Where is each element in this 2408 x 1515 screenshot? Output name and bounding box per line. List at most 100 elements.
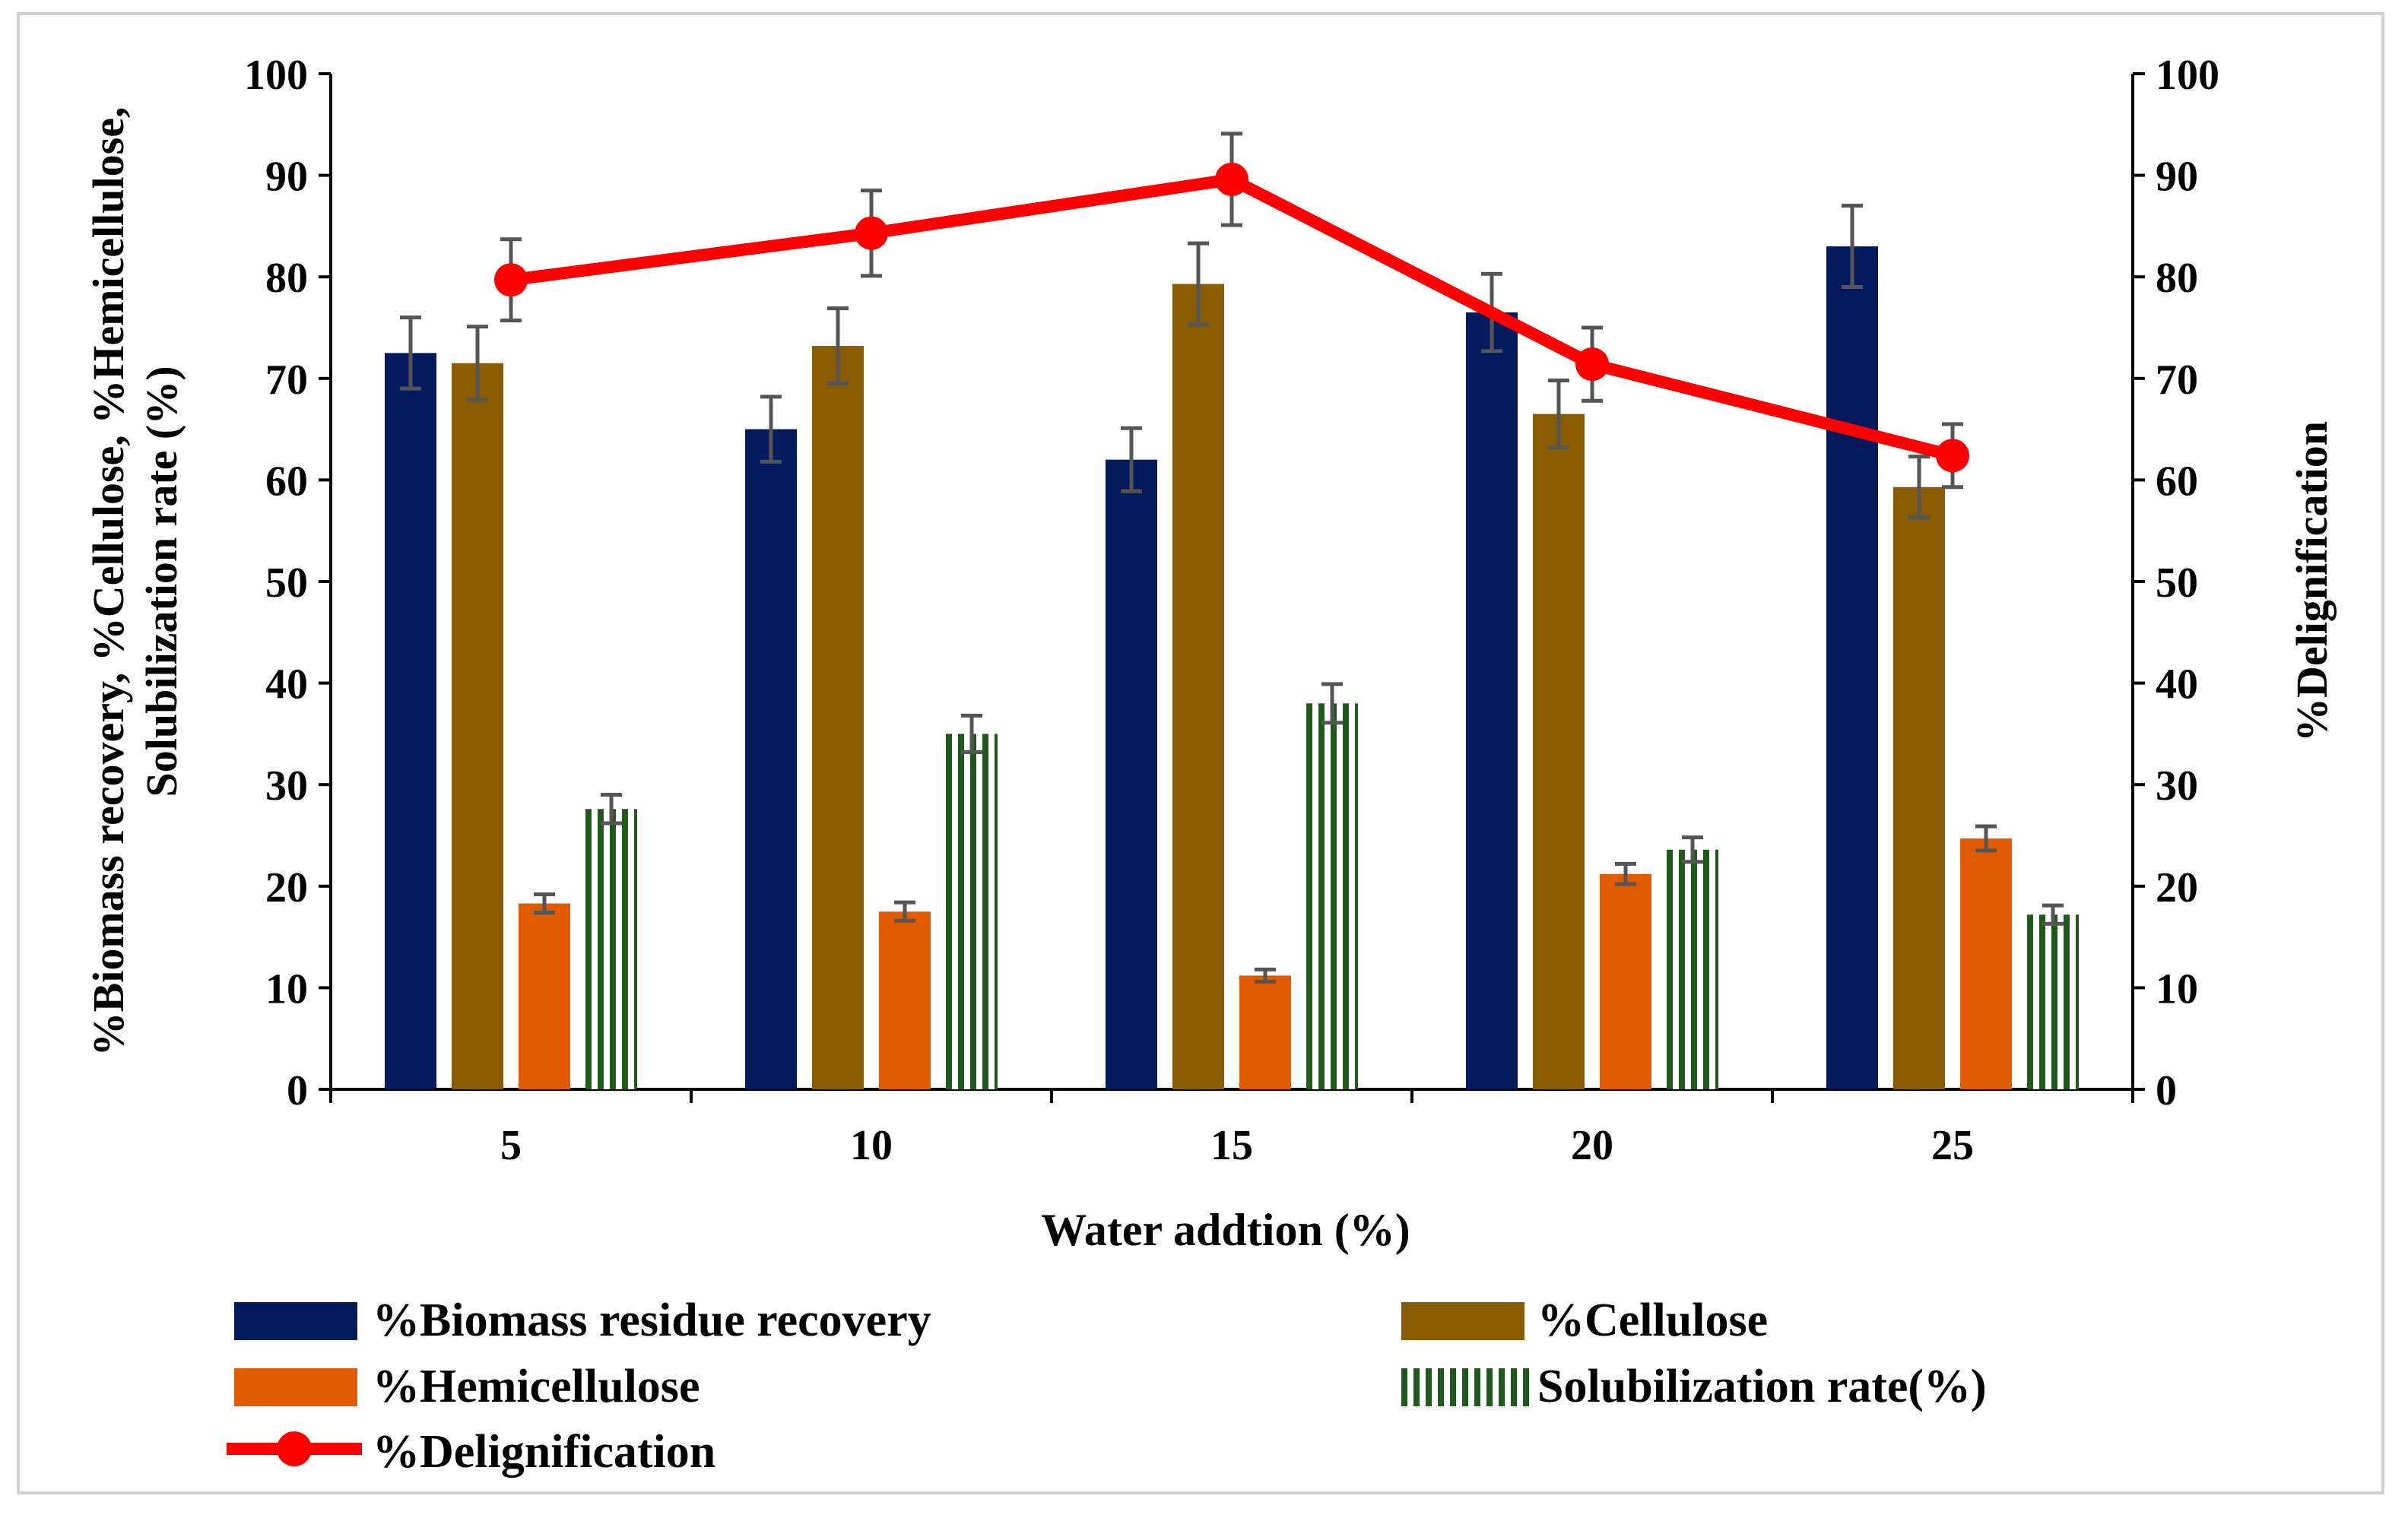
error-bars	[400, 204, 2064, 984]
y-tick-label-right: 20	[2156, 864, 2198, 911]
bar-stripe	[1679, 849, 1685, 1089]
error-bar	[1842, 204, 1863, 290]
bar-biomass-residue-recovery	[745, 429, 797, 1089]
bar-biomass-residue-recovery	[1826, 246, 1878, 1089]
bar-stripe	[970, 734, 976, 1089]
bar-hemicellulose	[1239, 975, 1291, 1089]
error-bar	[1975, 824, 1997, 853]
y-tick-label-left: 20	[265, 864, 308, 911]
bar-stripe	[585, 809, 592, 1089]
y-ticks-left: 0 10 20 30 40 50 60 70 80 90 100	[244, 52, 331, 1114]
legend-stripe	[1462, 1368, 1468, 1406]
bar-stripe	[995, 734, 998, 1089]
error-bar	[2042, 903, 2064, 926]
bars	[385, 246, 2079, 1090]
bar-cellulose	[1893, 487, 1945, 1089]
bar-stripe	[1306, 703, 1312, 1089]
bar-solubilization-rate	[1306, 703, 1358, 1089]
x-tick-label: 15	[1210, 1122, 1253, 1169]
error-bar	[760, 395, 782, 464]
y-axis-left-title-line1: %Biomass recovery, %Cellulose, %Hemicell…	[84, 107, 133, 1057]
y-tick-label-left: 90	[265, 154, 308, 201]
x-ticks: 5 10 15 20 25	[329, 1089, 2134, 1169]
error-bar	[894, 900, 915, 923]
error-bar	[1682, 835, 1703, 864]
bar-stripe	[1343, 703, 1349, 1089]
bar-stripe	[1715, 849, 1718, 1089]
error-bar	[1188, 241, 1209, 327]
x-tick-label: 20	[1571, 1122, 1613, 1169]
legend-stripe	[1413, 1368, 1420, 1406]
bar-cellulose	[452, 363, 503, 1089]
bar-stripe	[634, 809, 637, 1089]
legend-stripe	[1401, 1368, 1407, 1406]
bar-stripe	[2064, 914, 2070, 1089]
bar-solubilization-rate	[1667, 849, 1718, 1089]
error-bar	[467, 325, 488, 402]
legend-stripe	[1523, 1368, 1529, 1406]
y-tick-label-left: 80	[265, 255, 308, 302]
y-tick-label-left: 60	[265, 458, 308, 505]
legend-stripe	[1438, 1368, 1444, 1406]
x-tick-label: 25	[1931, 1122, 1974, 1169]
legend-label-hemicellulose: %Hemicellulose	[373, 1361, 700, 1412]
bar-stripe	[1667, 849, 1673, 1089]
legend-swatch-hemicellulose	[234, 1368, 357, 1406]
error-bar	[601, 793, 622, 826]
legend-stripe	[1499, 1368, 1505, 1406]
legend-label-solubilization: Solubilization rate(%)	[1537, 1361, 1987, 1412]
error-bar	[1615, 861, 1636, 886]
legend-stripe	[1486, 1368, 1493, 1406]
x-tick-label: 5	[500, 1122, 522, 1169]
bar-stripe	[610, 809, 616, 1089]
legend: %Biomass residue recovery %Cellulose %He…	[227, 1295, 1987, 1478]
legend-label-delignification: %Delignification	[373, 1426, 715, 1478]
bar-stripe	[2039, 914, 2045, 1089]
line-marker	[494, 263, 528, 297]
bar-stripe	[2027, 914, 2033, 1089]
bar-stripe	[2051, 914, 2057, 1089]
bar-stripe	[1703, 849, 1709, 1089]
error-bar	[1548, 378, 1569, 450]
y-tick-label-left: 50	[265, 559, 308, 607]
bar-solubilization-rate	[2027, 914, 2079, 1089]
error-bar	[1908, 455, 1930, 520]
y-tick-label-right: 40	[2156, 661, 2198, 708]
error-bar	[1321, 682, 1343, 725]
line-marker	[1575, 347, 1609, 382]
legend-label-cellulose: %Cellulose	[1537, 1295, 1768, 1346]
legend-stripe	[1450, 1368, 1456, 1406]
x-tick-label: 10	[850, 1122, 893, 1169]
y-axis-left-title-line2: Solubilization rate (%)	[137, 366, 186, 797]
y-tick-label-right: 10	[2156, 965, 2198, 1013]
line-marker	[855, 216, 888, 250]
legend-swatch-cellulose	[1401, 1302, 1524, 1340]
y-tick-label-right: 50	[2156, 559, 2198, 607]
error-bar	[534, 892, 555, 915]
y-tick-label-right: 30	[2156, 762, 2198, 810]
y-tick-label-left: 40	[265, 661, 308, 708]
error-bar	[961, 713, 982, 754]
bar-stripe	[1318, 703, 1325, 1089]
legend-swatch-biomass	[234, 1302, 357, 1340]
legend-label-biomass: %Biomass residue recovery	[373, 1295, 931, 1346]
error-bar	[1121, 426, 1142, 493]
legend-stripe	[1474, 1368, 1480, 1406]
bar-hemicellulose	[1600, 873, 1651, 1089]
bar-stripe	[1331, 703, 1337, 1089]
y-tick-label-right: 90	[2156, 154, 2198, 201]
bar-stripe	[2076, 914, 2079, 1089]
legend-swatch-delignification-marker	[277, 1431, 312, 1466]
bar-stripe	[982, 734, 988, 1089]
bar-stripe	[946, 734, 952, 1089]
error-bar	[827, 306, 849, 385]
bar-biomass-residue-recovery	[1106, 459, 1157, 1089]
y-tick-label-left: 30	[265, 762, 308, 810]
bar-hemicellulose	[519, 903, 570, 1089]
y-tick-label-left: 70	[265, 357, 308, 404]
legend-stripe	[1426, 1368, 1432, 1406]
bar-hemicellulose	[1960, 838, 2012, 1089]
y-tick-label-left: 0	[287, 1067, 308, 1114]
bar-cellulose	[1172, 284, 1224, 1089]
